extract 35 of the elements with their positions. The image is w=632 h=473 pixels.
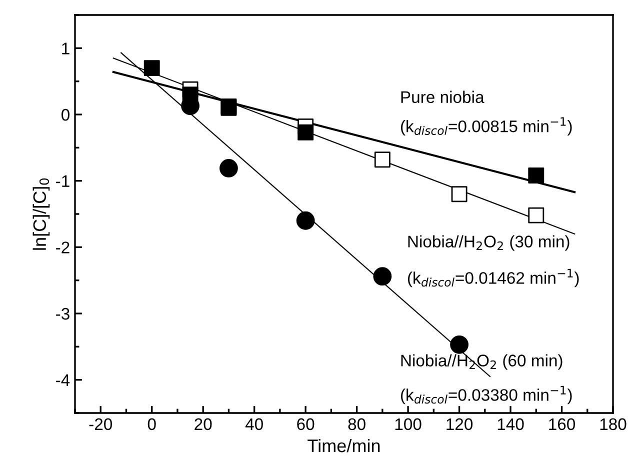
point [374, 152, 390, 168]
x-tick-label: 80 [348, 418, 366, 430]
y-axis-title: ln[C]/[C]$_{0}$ [32, 178, 50, 250]
annotation: Pure niobia [401, 90, 484, 104]
point [528, 168, 544, 184]
y-tick-label: 1 [62, 42, 70, 54]
point [373, 267, 392, 286]
point [298, 124, 314, 140]
x-tick-label: 120 [446, 418, 473, 430]
y-tick-label: -2 [56, 242, 70, 254]
x-tick-label: 0 [148, 418, 156, 430]
annotation: (k$_{discol}$=0.01462 min$^{−1}$) [408, 268, 579, 288]
x-tick-label: 20 [194, 418, 212, 430]
x-tick-label: 60 [297, 418, 314, 430]
y-tick-label: -4 [56, 374, 70, 386]
y-tick-label: -3 [56, 308, 70, 320]
point [182, 86, 198, 103]
point [528, 207, 544, 224]
annotation: (k$_{discol}$=0.00815 min$^{−1}$) [400, 117, 572, 136]
x-axis-title: Time/min [308, 438, 380, 452]
point [220, 159, 238, 178]
x-tick-label: 40 [245, 418, 263, 430]
point [451, 186, 468, 202]
annotation: (k$_{discol}$=0.03380 min$^{−1}$) [400, 386, 572, 404]
x-tick-label: 160 [549, 418, 576, 430]
annotation: Niobia//H$_{2}$O$_{2}$ (30 min) [408, 235, 570, 251]
x-tick-label: 180 [600, 418, 626, 430]
x-tick-label: -20 [89, 418, 112, 430]
point [450, 335, 468, 354]
point [296, 211, 315, 230]
x-tick-label: 140 [498, 418, 524, 430]
y-tick-label: 0 [62, 108, 70, 121]
point [144, 60, 160, 76]
x-tick-label: 100 [395, 418, 422, 430]
y-tick-label: -1 [56, 175, 70, 187]
